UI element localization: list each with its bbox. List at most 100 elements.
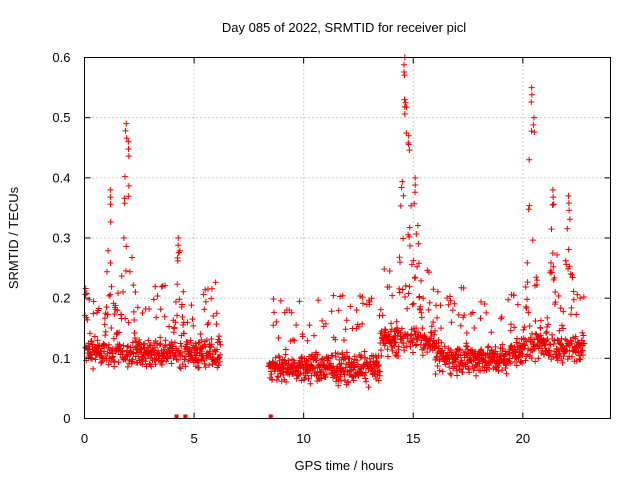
data-point [448,371,455,378]
peak-point [406,147,413,154]
data-point [161,313,168,320]
data-point [526,322,533,329]
data-point [362,354,369,361]
data-point [339,351,346,358]
peak-point [528,99,535,106]
data-point [361,348,368,355]
data-point [415,260,422,267]
data-point [270,322,277,329]
data-point [579,337,586,344]
data-point [119,348,126,355]
data-point [481,300,488,307]
peak-point [531,129,538,136]
data-point [513,339,520,346]
data-point [511,358,518,365]
data-point [339,292,346,299]
data-point [419,352,426,359]
data-point [206,362,213,369]
peak-point [530,121,537,128]
data-point [430,319,437,326]
data-point [202,364,209,371]
peak-point [528,91,535,98]
data-point [485,343,492,350]
data-point [94,337,101,344]
data-point [465,365,472,372]
data-point [299,333,306,340]
data-point [532,330,539,337]
data-point [293,322,300,329]
data-point [537,325,544,332]
data-point [186,345,193,352]
data-point [169,343,176,350]
data-point [555,346,562,353]
data-point [382,326,389,333]
data-point [205,319,212,326]
data-point [174,257,181,264]
data-point [102,328,109,335]
data-point [488,329,495,336]
data-point [526,156,533,163]
data-point [107,259,114,266]
data-point [177,340,184,347]
data-point [405,290,412,297]
data-point [404,305,411,312]
data-point [104,311,111,318]
data-point [513,362,520,369]
data-point [176,296,183,303]
data-point [463,340,470,347]
data-point [532,318,539,325]
data-point [163,358,170,365]
peak-point [566,207,573,214]
data-point [567,311,574,318]
data-point [208,336,215,343]
data-point [303,357,310,364]
data-point [396,289,403,296]
data-point [568,340,575,347]
data-point [216,333,223,340]
data-point [442,361,449,368]
data-point [519,360,526,367]
data-point [366,355,373,362]
data-point [397,259,404,266]
peak-point [401,96,408,103]
y-tick-label: 0 [63,411,70,426]
data-point [445,301,452,308]
data-point [124,363,131,370]
data-point [478,298,485,305]
data-point [121,200,128,207]
data-point [386,333,393,340]
y-tick-label: 0.5 [52,110,70,125]
data-point [341,377,348,384]
data-point [101,321,108,328]
data-point [328,364,335,371]
data-point [187,337,194,344]
data-point [145,337,152,344]
data-point [172,351,179,358]
data-point [386,284,393,291]
data-point [393,318,400,325]
data-point [340,337,347,344]
data-point [269,358,276,365]
data-point [420,295,427,302]
data-point [334,350,341,357]
data-point [304,337,311,344]
data-point [377,306,384,313]
data-point [434,363,441,370]
data-point [191,357,198,364]
data-point [114,307,121,314]
data-point [153,314,160,321]
peak-point [412,182,419,189]
data-point [384,346,391,353]
data-point [110,335,117,342]
data-point [115,343,122,350]
peak-point [125,145,132,152]
data-point [102,332,109,339]
data-point [345,379,352,386]
data-point [282,346,289,353]
peak-point [107,201,114,208]
data-point [84,316,91,323]
data-point [202,343,209,350]
data-point [431,331,438,338]
data-point [414,336,421,343]
data-point [425,306,432,313]
